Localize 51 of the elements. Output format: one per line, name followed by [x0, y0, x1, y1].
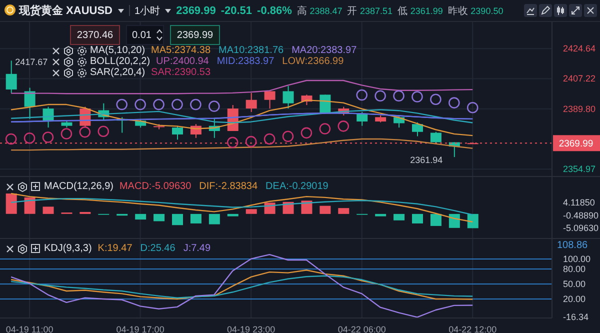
text: MA20:2383.97 [292, 45, 357, 56]
text: SAR:2390.53 [151, 67, 211, 78]
annotation: KDJ(9,3,3) [44, 243, 92, 254]
text: K:19.47 [98, 243, 132, 254]
annotation: MACD(12,26,9) [44, 181, 114, 192]
text: -0.86% [257, 4, 292, 16]
x-tick-label: 04-19 23:00 [227, 324, 276, 333]
y-tick-label: 50.00 [563, 279, 586, 289]
text: 昨收 2390.50 [448, 6, 504, 16]
text: 开 2387.51 [347, 6, 393, 16]
text: MID:2383.97 [216, 56, 274, 67]
text: UP:2400.94 [156, 56, 209, 67]
text: MACD:-5.09630 [119, 181, 192, 192]
annotation: 2369.99 [170, 25, 220, 45]
y-tick-label: -0.48890 [563, 210, 599, 220]
y-tick-label: -5.09630 [563, 223, 599, 234]
x-tick-label: 04-19 17:00 [116, 324, 164, 333]
annotation: 2361.94 [410, 155, 443, 166]
annotation: 2417.67 [15, 56, 48, 67]
annotation: 0.01 [126, 25, 164, 45]
text: 低 2361.99 [398, 6, 443, 16]
annotation: BOLL(20,2,2) [90, 56, 150, 67]
chart-title: 现货黄金 XAUUSD [19, 4, 113, 18]
y-tick-label: 2389.80 [563, 104, 596, 114]
ref-line-label: 2369.99 [558, 138, 594, 150]
chart-subtitle: 1小时 [134, 4, 160, 18]
text: D:25.46 [140, 243, 176, 254]
series-label: DEA:-0.29019 [266, 181, 328, 192]
x-tick-label: 04-19 11:00 [6, 324, 54, 333]
annotation: SAR(2,20,4) [90, 67, 146, 78]
annotation: MA(5,10,20) [90, 45, 146, 56]
text: 高 2388.47 [296, 6, 342, 16]
y-tick-label: 2354.97 [563, 164, 596, 174]
y-tick-label: 100.00 [563, 254, 591, 264]
y-tick-label: 20.00 [563, 294, 586, 304]
y-tick-label: -16.34 [563, 312, 589, 322]
y-tick-label: 2424.64 [563, 44, 596, 54]
text: -20.51 [220, 4, 252, 16]
x-tick-label: 04-22 12:00 [448, 324, 497, 333]
text: 108.86 [557, 240, 588, 251]
text: 2369.99 [176, 4, 216, 16]
y-tick-label: 2407.22 [563, 74, 596, 84]
annotation: 2370.46 [70, 25, 120, 45]
text: MA10:2381.76 [218, 45, 284, 56]
y-tick-label: 80.00 [563, 264, 586, 274]
text: LOW:2366.99 [282, 56, 344, 67]
x-tick-label: 04-22 06:00 [338, 324, 386, 333]
y-tick-label: 4.11850 [563, 197, 595, 208]
text: MA5:2374.38 [151, 45, 211, 56]
text: J:7.49 [183, 243, 211, 254]
series-label: DIF:-2.83834 [199, 181, 258, 192]
